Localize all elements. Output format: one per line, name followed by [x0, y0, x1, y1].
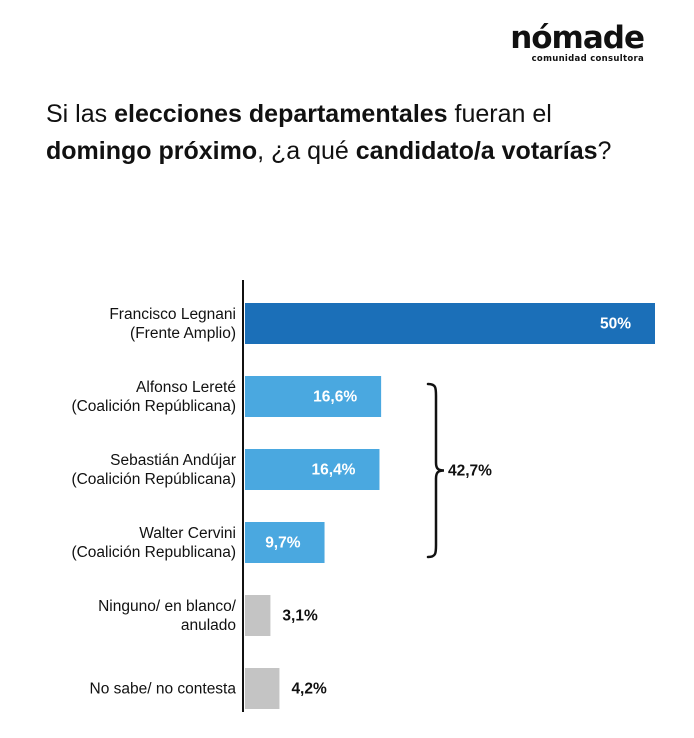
- question-part-bold: candidato/a votarías: [355, 137, 598, 165]
- category-label: (Coalición Repúblicana): [71, 471, 236, 488]
- bar: [245, 668, 280, 709]
- bar: [245, 376, 382, 417]
- category-label: (Frente Amplio): [130, 325, 236, 342]
- question-part: , ¿a qué: [257, 137, 356, 165]
- category-label: Sebastián Andújar: [110, 452, 236, 469]
- category-label: Ninguno/ en blanco/: [98, 598, 237, 615]
- bracket-label: 42,7%: [448, 463, 492, 480]
- question-part-bold: domingo próximo: [46, 137, 258, 165]
- category-label: No sabe/ no contesta: [90, 681, 237, 698]
- category-label: anulado: [181, 617, 236, 634]
- question-part-bold: elecciones departamentales: [114, 100, 448, 128]
- bar: [245, 595, 271, 636]
- data-label: 3,1%: [282, 608, 318, 625]
- data-label: 50%: [600, 316, 631, 333]
- question-part: Si las: [46, 100, 115, 128]
- group-bracket: [426, 382, 445, 559]
- logo-tagline: comunidad consultora: [531, 54, 644, 64]
- data-label: 9,7%: [265, 535, 301, 552]
- logo-wordmark: nómade: [510, 20, 645, 56]
- category-label: (Coalición Repúblicana): [71, 398, 236, 415]
- bar: [245, 522, 325, 563]
- category-label: (Coalición Republicana): [71, 544, 236, 561]
- data-label: 4,2%: [291, 681, 327, 698]
- category-label: Alfonso Lereté: [136, 379, 236, 396]
- bar: [245, 303, 655, 344]
- category-label: Francisco Legnani: [109, 306, 236, 323]
- bar: [245, 449, 380, 490]
- chart-question: Si las elecciones departamentales fueran…: [46, 96, 646, 170]
- logo: nómade comunidad consultora: [510, 20, 645, 64]
- question-part: fueran el: [447, 100, 552, 128]
- question-part: ?: [597, 137, 612, 165]
- category-label: Walter Cervini: [139, 525, 236, 542]
- data-label: 16,6%: [313, 389, 357, 406]
- data-label: 16,4%: [312, 462, 356, 479]
